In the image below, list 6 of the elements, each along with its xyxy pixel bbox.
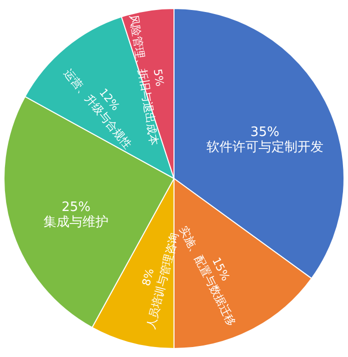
data-label: 8% (140, 267, 157, 288)
data-label: 35% (250, 125, 280, 140)
data-label: 25% (62, 200, 91, 215)
data-label: 5% (150, 68, 166, 88)
slice-label: 集成与维护 (44, 214, 109, 230)
slice-label: 软件许可与定制开发 (206, 140, 324, 156)
